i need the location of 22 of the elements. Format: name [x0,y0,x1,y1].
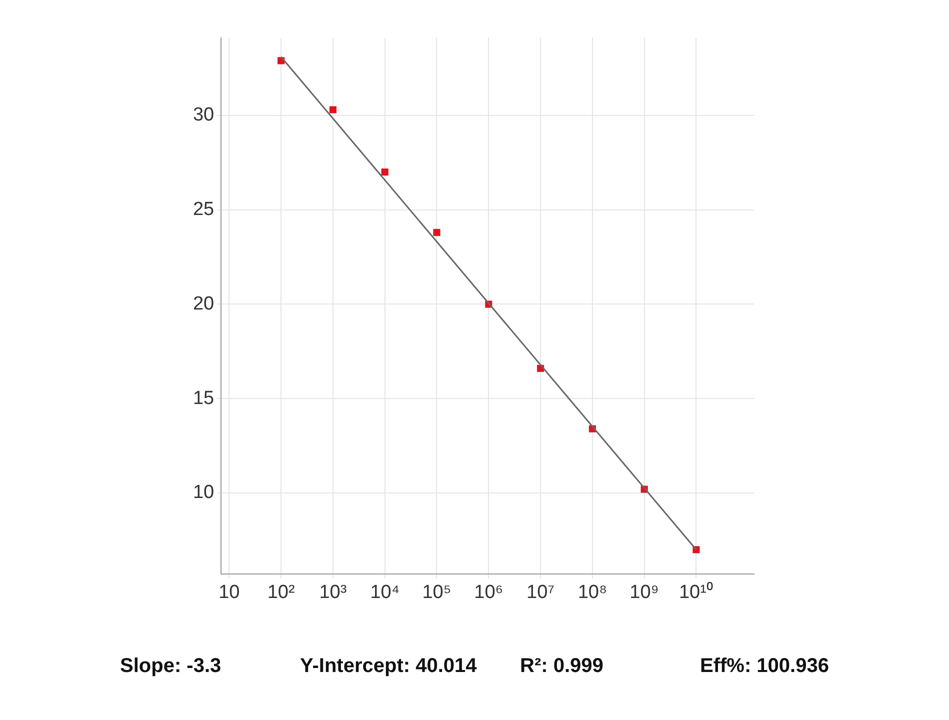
y-tick-label: 20 [192,293,214,314]
x-tick-label: 10⁹ [630,582,659,603]
x-tick-label: 10³ [319,582,347,603]
point [381,168,388,176]
text: Slope: -3.3 [120,655,222,678]
text: Y-Intercept: 40.014 [300,655,477,678]
x-tick-label: 10⁵ [422,582,452,603]
point [433,228,440,236]
point [329,106,336,114]
x-tick-label: 10² [267,582,295,603]
x-tick-label: 10⁶ [474,582,504,603]
y-tick-label: 10 [192,482,214,504]
text: R²: 0.999 [520,655,604,678]
x-tick-label: 10 [218,582,240,603]
text: Eff%: 100.936 [700,655,829,678]
x-tick-label: 10⁷ [526,582,555,603]
x-tick-label: 10⁸ [578,582,607,603]
y-tick-label: 30 [192,104,214,126]
x-tick-label: 10⁴ [370,582,400,603]
y-tick-label: 15 [192,388,214,409]
y-tick-label: 25 [192,199,214,220]
x-tick-label: 10¹⁰ [678,580,714,603]
